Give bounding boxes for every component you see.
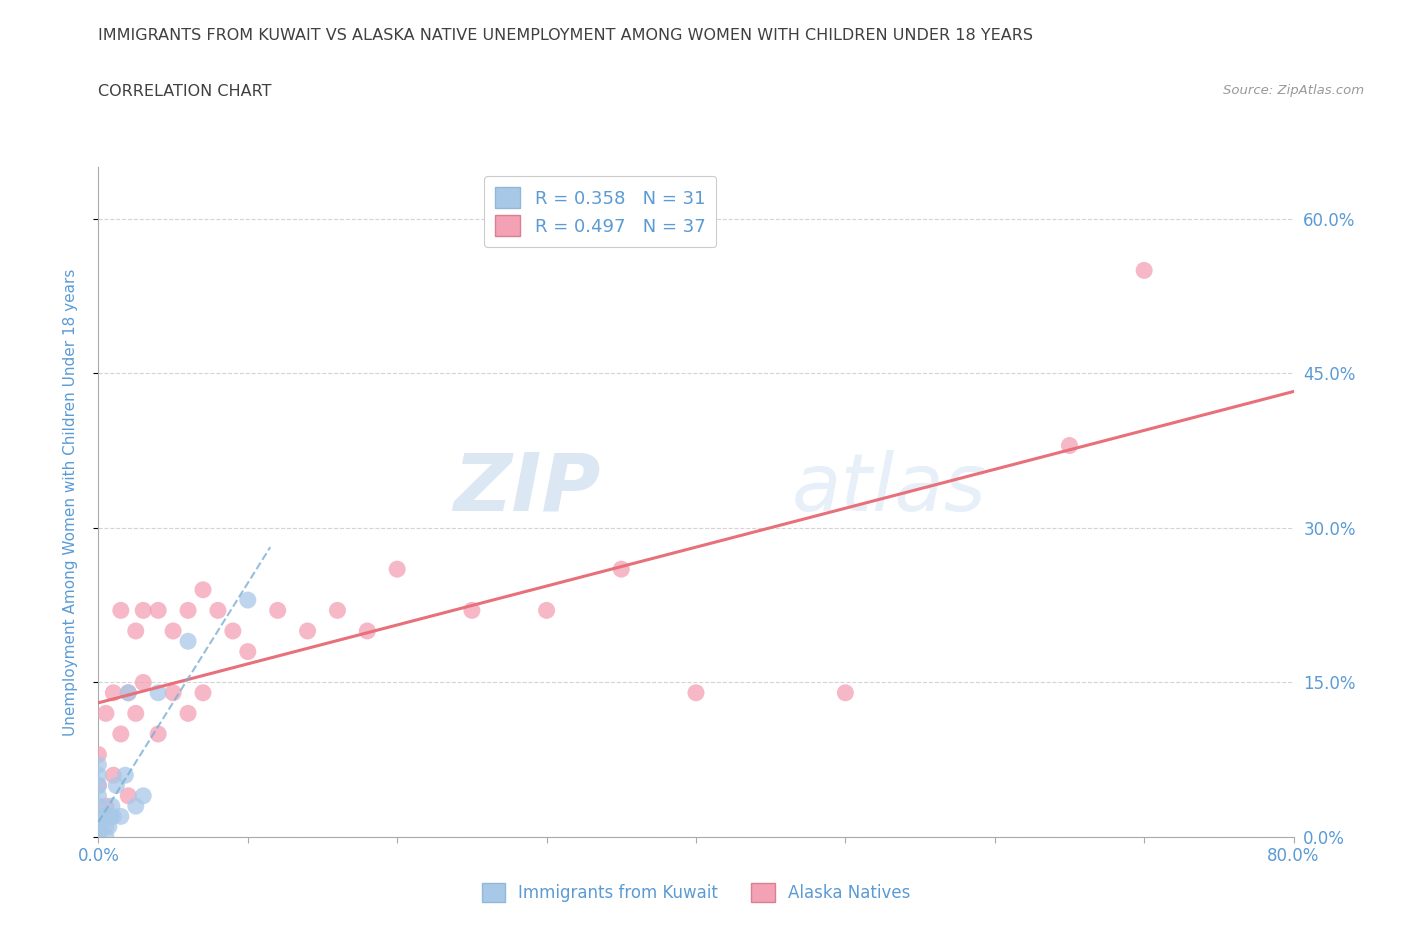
Text: ZIP: ZIP (453, 450, 600, 528)
Point (114, 768, 136, 783)
Point (94, 799, 117, 814)
Point (132, 675, 155, 690)
Point (356, 623, 378, 638)
Point (94, 819, 117, 834)
Point (1059, 438, 1081, 453)
Point (162, 685, 184, 700)
Point (177, 706, 200, 721)
Point (125, 623, 148, 638)
Point (97, 819, 120, 834)
Point (132, 789, 155, 804)
Point (87, 757, 110, 772)
Point (685, 685, 707, 700)
Point (117, 685, 139, 700)
Point (461, 603, 484, 618)
Point (87, 830, 110, 844)
Point (87, 778, 110, 793)
Point (148, 603, 170, 618)
Point (610, 562, 633, 577)
Point (100, 809, 122, 824)
Point (103, 685, 125, 700)
Text: IMMIGRANTS FROM KUWAIT VS ALASKA NATIVE UNEMPLOYMENT AMONG WOMEN WITH CHILDREN U: IMMIGRANTS FROM KUWAIT VS ALASKA NATIVE … (98, 28, 1033, 43)
Point (385, 562, 409, 577)
Point (87, 819, 110, 834)
Point (267, 603, 290, 618)
Point (177, 634, 200, 649)
Text: Source: ZipAtlas.com: Source: ZipAtlas.com (1223, 84, 1364, 97)
Y-axis label: Unemployment Among Women with Children Under 18 years: Unemployment Among Women with Children U… (63, 269, 77, 736)
Point (536, 603, 558, 618)
Point (105, 778, 128, 793)
Point (207, 603, 229, 618)
Point (236, 644, 259, 659)
Point (101, 799, 124, 814)
Point (87, 830, 110, 844)
Point (87, 830, 110, 844)
Point (110, 726, 132, 741)
Point (117, 789, 139, 804)
Point (125, 799, 148, 814)
Point (94, 830, 117, 844)
Point (297, 623, 319, 638)
Point (222, 623, 245, 638)
Point (87, 824, 110, 839)
Point (87, 747, 110, 762)
Point (87, 830, 110, 844)
Point (326, 603, 349, 618)
Point (117, 685, 139, 700)
Text: atlas: atlas (792, 450, 987, 528)
Text: CORRELATION CHART: CORRELATION CHART (98, 84, 271, 99)
Legend: Immigrants from Kuwait, Alaska Natives: Immigrants from Kuwait, Alaska Natives (475, 876, 917, 909)
Point (94, 706, 117, 721)
Point (103, 768, 125, 783)
Point (834, 685, 856, 700)
Point (87, 819, 110, 834)
Point (103, 809, 125, 824)
Point (191, 685, 214, 700)
Point (191, 582, 214, 597)
Point (87, 768, 110, 783)
Point (132, 603, 155, 618)
Point (87, 789, 110, 804)
Point (110, 603, 132, 618)
Point (162, 623, 184, 638)
Point (87, 778, 110, 793)
Point (177, 603, 200, 618)
Point (87, 799, 110, 814)
Point (87, 809, 110, 824)
Point (94, 809, 117, 824)
Point (236, 592, 259, 607)
Point (148, 685, 170, 700)
Point (110, 809, 132, 824)
Point (1133, 263, 1156, 278)
Point (125, 706, 148, 721)
Point (87, 824, 110, 839)
Point (87, 830, 110, 844)
Point (148, 726, 170, 741)
